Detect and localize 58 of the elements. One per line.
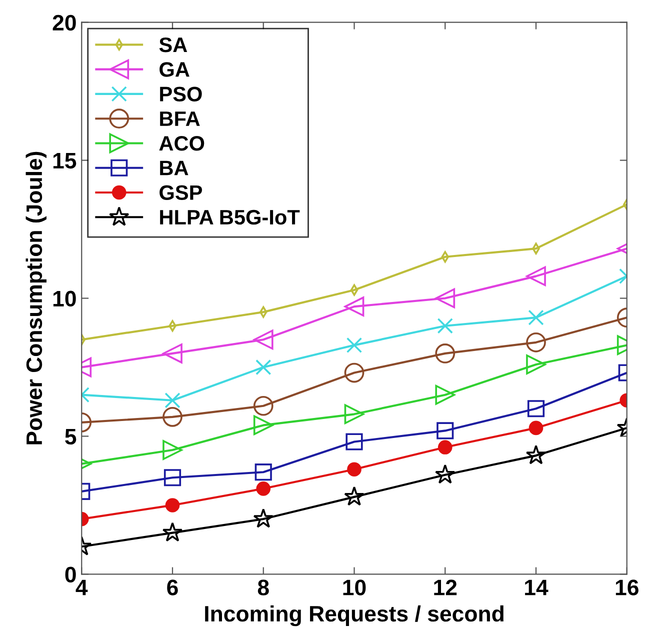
y-tick-label: 10 [53, 290, 76, 307]
point [347, 462, 362, 476]
legend-label: PSO [160, 86, 202, 102]
point [527, 400, 545, 418]
x-tick-label: 14 [525, 580, 548, 596]
point [526, 444, 546, 464]
x-tick-label: 12 [434, 580, 457, 596]
y-axis-title: Power Consumption (Joule) [26, 152, 46, 444]
point [526, 332, 546, 352]
point [256, 359, 272, 376]
x-axis-title: Incoming Requests / second [205, 605, 504, 626]
point [346, 337, 362, 354]
point [162, 522, 183, 542]
point [164, 392, 180, 408]
point [438, 440, 452, 454]
y-tick-label: 20 [52, 14, 76, 31]
point [434, 464, 456, 484]
point [436, 422, 454, 440]
point [165, 498, 180, 512]
point [526, 266, 546, 286]
point [344, 362, 364, 383]
x-tick-label: 10 [343, 580, 366, 596]
legend-label: BFA [160, 112, 200, 126]
point [253, 508, 274, 528]
legend-label: GSP [160, 185, 202, 200]
point [528, 310, 544, 326]
point [350, 284, 358, 296]
legend-label: HLPA B5G-IoT [160, 210, 300, 225]
point [437, 318, 453, 334]
point [164, 469, 182, 486]
point [526, 354, 546, 374]
point [435, 288, 456, 308]
x-tick-label: 4 [76, 580, 88, 596]
legend-label: SA [159, 37, 188, 52]
x-tick-label: 8 [258, 580, 269, 596]
point [435, 344, 456, 364]
y-tick-label: 5 [65, 428, 76, 445]
point [528, 420, 544, 436]
point [253, 330, 274, 350]
point [162, 440, 182, 460]
point [253, 396, 274, 416]
point [344, 486, 364, 506]
point [344, 296, 364, 316]
point [254, 464, 272, 481]
point [256, 482, 271, 496]
y-tick-label: 15 [53, 153, 76, 169]
legend-label: ACO [159, 136, 204, 151]
x-tick-label: 16 [616, 580, 638, 596]
point [162, 406, 182, 427]
x-tick-label: 6 [167, 580, 178, 596]
legend-label: BA [160, 160, 188, 176]
point [435, 384, 456, 405]
point [253, 415, 274, 436]
point [346, 433, 363, 450]
point [162, 344, 182, 364]
legend-label: GA [160, 62, 190, 77]
y-tick-label: 0 [65, 566, 76, 582]
point [344, 404, 364, 424]
